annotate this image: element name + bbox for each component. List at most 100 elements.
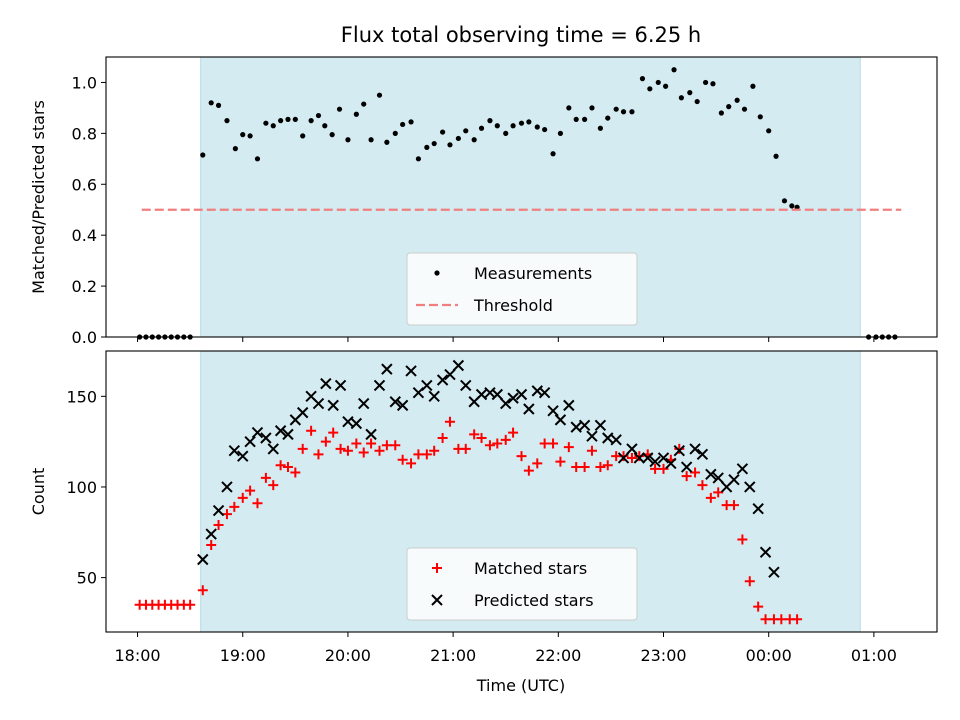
matched-star-point bbox=[792, 614, 803, 625]
measurement-point bbox=[322, 123, 328, 129]
matched-star-point bbox=[586, 445, 597, 456]
predicted-star-point bbox=[350, 417, 363, 430]
predicted-star-point bbox=[428, 390, 440, 403]
matched-star-point bbox=[579, 462, 590, 473]
measurement-point bbox=[247, 133, 253, 139]
legend-label: Threshold bbox=[473, 296, 553, 315]
measurement-point bbox=[424, 144, 430, 150]
measurement-point bbox=[400, 121, 406, 128]
predicted-star-point bbox=[244, 435, 256, 448]
bottom-series-matched-stars bbox=[134, 416, 803, 625]
predicted-star-point bbox=[680, 461, 693, 473]
predicted-star-point bbox=[673, 445, 685, 457]
measurement-point bbox=[240, 132, 246, 138]
measurement-point bbox=[620, 109, 627, 115]
panel-top: 0.0 0.2 0.4 0.6 0.8 1.0 Matched/Predicted star… bbox=[29, 56, 938, 347]
predicted-star-point bbox=[657, 452, 670, 464]
predicted-star-point bbox=[389, 396, 401, 408]
predicted-star-point bbox=[523, 403, 535, 415]
matched-star-point bbox=[713, 487, 724, 498]
predicted-star-point bbox=[365, 428, 377, 441]
matched-star-point bbox=[374, 445, 385, 456]
matched-star-point bbox=[634, 451, 645, 462]
predicted-star-point bbox=[626, 443, 638, 455]
matched-star-point bbox=[328, 427, 339, 438]
measurement-point bbox=[671, 67, 677, 73]
x-axis-label: Time (UTC) bbox=[476, 676, 565, 695]
predicted-star-point bbox=[452, 359, 465, 372]
matched-star-point bbox=[776, 614, 787, 625]
measurement-point bbox=[463, 128, 469, 134]
top-axes-frame bbox=[105, 56, 938, 338]
legend-label: Predicted stars bbox=[474, 591, 594, 610]
predicted-star-point bbox=[570, 421, 582, 433]
predicted-star-point bbox=[251, 426, 264, 439]
bottom-axes-frame bbox=[105, 350, 938, 633]
measurement-point bbox=[726, 104, 732, 110]
matched-star-point bbox=[335, 443, 346, 454]
top-legend-box bbox=[406, 252, 638, 326]
matched-star-point bbox=[500, 434, 511, 445]
measurement-point bbox=[789, 203, 795, 209]
predicted-star-point bbox=[633, 452, 646, 464]
matched-star-point bbox=[275, 460, 286, 471]
predicted-star-point bbox=[712, 472, 724, 484]
predicted-star-point bbox=[237, 450, 249, 462]
measurement-point bbox=[734, 97, 740, 103]
predicted-star-point bbox=[744, 481, 756, 493]
measurement-point bbox=[542, 126, 548, 133]
predicted-star-point bbox=[373, 379, 386, 392]
measurement-point bbox=[566, 105, 572, 111]
predicted-star-point bbox=[705, 468, 717, 480]
matched-star-point bbox=[252, 498, 263, 509]
predicted-star-point bbox=[563, 399, 575, 412]
measurement-point bbox=[613, 106, 619, 112]
matched-star-point bbox=[397, 454, 408, 465]
predicted-star-point bbox=[282, 428, 294, 441]
bottom-legend-box bbox=[406, 547, 638, 621]
measurement-point bbox=[605, 115, 611, 121]
matched-star-point bbox=[229, 501, 240, 512]
measurement-point bbox=[655, 79, 661, 86]
matched-star-point bbox=[690, 467, 701, 478]
measurement-point bbox=[208, 100, 214, 106]
predicted-star-point bbox=[768, 566, 780, 578]
predicted-star-point bbox=[421, 379, 433, 392]
matched-star-point bbox=[197, 585, 208, 596]
measurement-point bbox=[300, 133, 306, 139]
matched-star-point bbox=[460, 443, 471, 454]
bottom-y-tick-label: 100 bbox=[66, 478, 97, 497]
measurement-point bbox=[647, 86, 653, 92]
measurement-point bbox=[597, 125, 603, 131]
panel-bottom: 50 100 150 18:00 19:00 20:00 21:00 22:00 23:00 00… bbox=[29, 350, 938, 665]
measurement-point bbox=[224, 118, 230, 124]
measurement-point bbox=[254, 156, 261, 162]
matched-star-point bbox=[484, 440, 495, 451]
matched-star-point bbox=[185, 599, 196, 610]
matched-star-point bbox=[650, 463, 661, 474]
measurement-point bbox=[361, 101, 367, 107]
measurement-point bbox=[278, 118, 284, 124]
matched-star-point bbox=[532, 458, 543, 469]
legend-label: Matched stars bbox=[474, 559, 587, 578]
predicted-star-point bbox=[327, 399, 339, 412]
bottom-y-axis-label: Count bbox=[29, 468, 48, 516]
matched-star-point bbox=[618, 451, 629, 462]
matched-star-point bbox=[563, 442, 574, 453]
predicted-star-point bbox=[460, 379, 472, 392]
predicted-star-point bbox=[578, 419, 591, 432]
measurement-point bbox=[550, 151, 556, 157]
measurement-point bbox=[315, 112, 322, 119]
measurement-point bbox=[663, 83, 669, 89]
measurement-point bbox=[773, 153, 779, 159]
x-tick-label: 01:00 bbox=[851, 646, 897, 665]
matched-star-point bbox=[406, 458, 417, 469]
measurement-point bbox=[687, 90, 693, 96]
predicted-star-point bbox=[736, 463, 749, 475]
measurement-point bbox=[750, 83, 756, 89]
matched-star-point bbox=[681, 471, 692, 482]
matched-star-point bbox=[523, 465, 534, 476]
measurement-point bbox=[392, 130, 398, 136]
matched-star-point bbox=[306, 425, 317, 436]
